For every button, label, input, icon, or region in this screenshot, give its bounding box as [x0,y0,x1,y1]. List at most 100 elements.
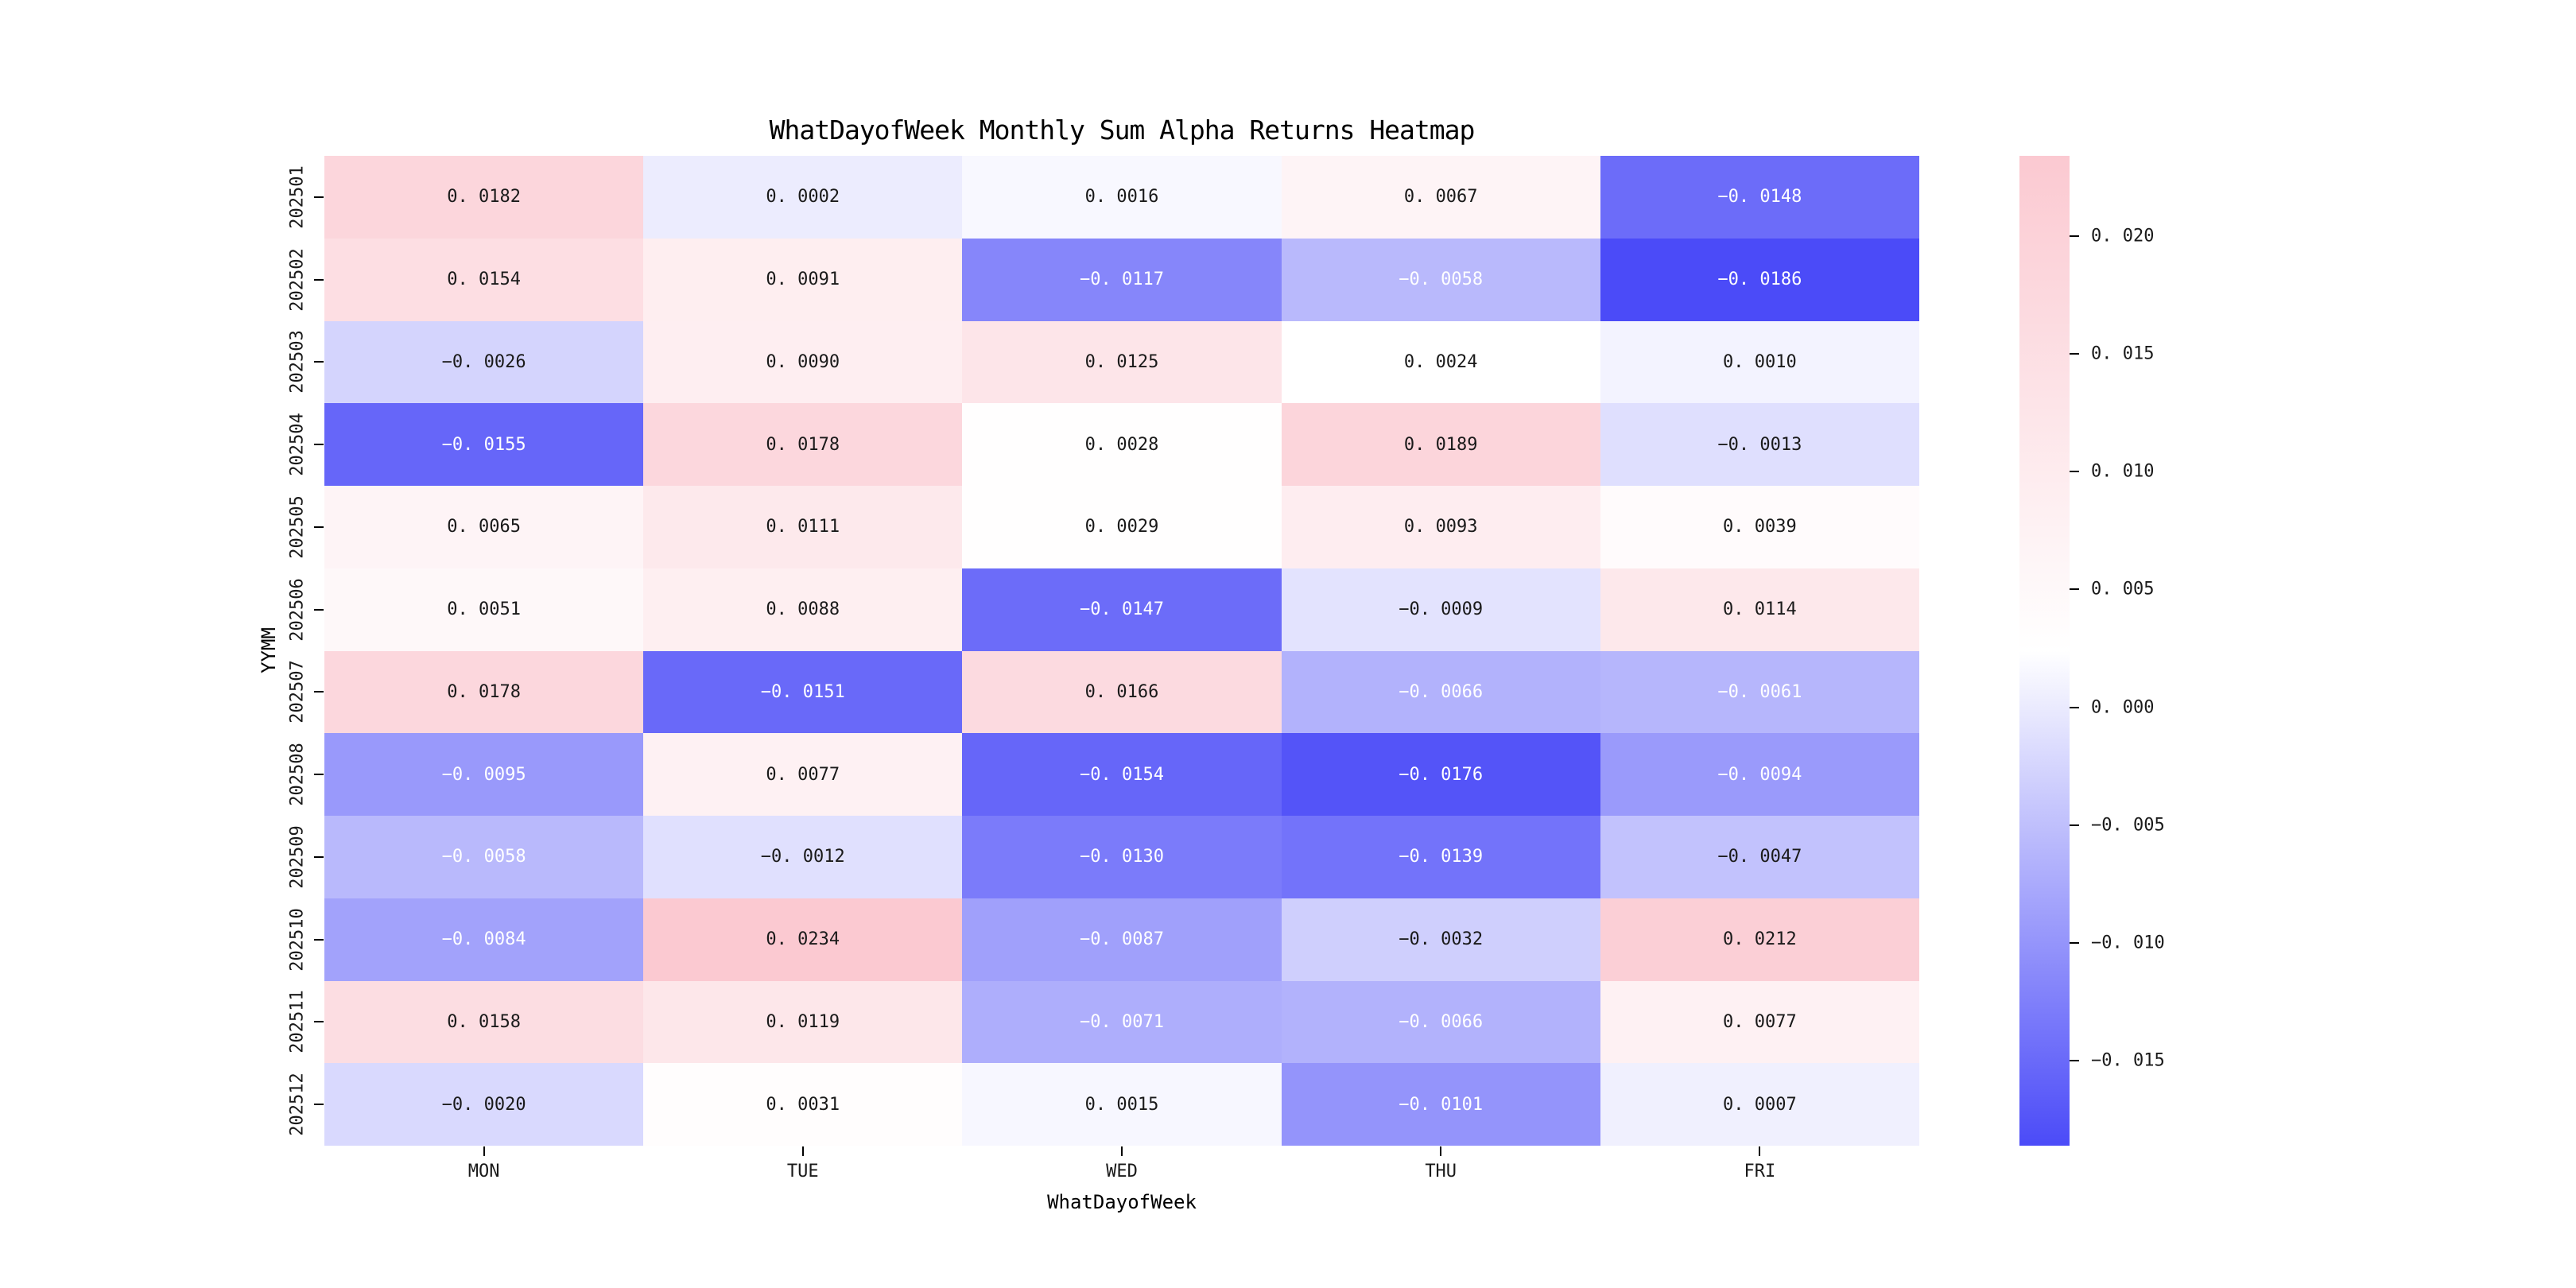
heatmap-cell: 0. 0051 [324,568,644,651]
y-tick-mark [314,855,324,858]
x-tick-mark [1759,1146,1761,1156]
x-tick-mark [801,1146,804,1156]
colorbar-tick-mark [2070,942,2079,945]
heatmap-cell: 0. 0028 [962,403,1282,486]
x-tick-label: MON [467,1162,500,1181]
heatmap-cell: 0. 0125 [962,320,1282,404]
heatmap-cell: 0. 0182 [324,156,644,239]
heatmap-cell: 0. 0065 [324,486,644,568]
y-tick-mark [314,938,324,941]
colorbar-tick-label: −0. 005 [2091,815,2165,836]
heatmap-cell: 0. 0189 [1281,403,1600,486]
heatmap-cell: −0. 0071 [962,980,1282,1064]
heatmap-cell: 0. 0111 [643,486,963,568]
y-tick-label: 202512 [287,1073,308,1136]
heatmap-cell: −0. 0154 [962,733,1282,816]
heatmap-cell: 0. 0002 [643,156,963,239]
colorbar-tick-label: 0. 010 [2091,461,2155,482]
y-tick-label: 202510 [287,907,308,972]
y-tick-mark [314,1021,324,1023]
colorbar-tick-mark [2070,353,2079,355]
y-tick-mark [314,1104,324,1106]
heatmap-cell: 0. 0091 [643,238,963,321]
colorbar-tick-label: 0. 020 [2091,226,2155,246]
colorbar-tick-label: 0. 015 [2091,343,2155,364]
heatmap-cell: 0. 0067 [1281,156,1600,239]
colorbar-tick-mark [2070,1060,2079,1062]
y-tick-label: 202508 [287,743,308,806]
heatmap-cell: −0. 0020 [324,1063,644,1146]
heatmap-cell: −0. 0032 [1281,898,1600,981]
heatmap-cell: −0. 0026 [324,320,644,404]
heatmap-cell: 0. 0031 [643,1063,963,1146]
heatmap-cell: 0. 0077 [1600,980,1919,1064]
heatmap-cell: 0. 0024 [1281,320,1600,404]
y-tick-label: 202501 [287,165,308,229]
heatmap-cell: 0. 0015 [962,1063,1282,1146]
x-tick-label: TUE [786,1162,819,1181]
y-tick-mark [314,774,324,776]
heatmap-cell: −0. 0087 [962,898,1282,981]
heatmap-cell: 0. 0154 [324,238,644,321]
x-axis-title: WhatDayofWeek [1047,1191,1197,1213]
heatmap-cell: 0. 0016 [962,156,1282,239]
heatmap-cell: 0. 0166 [962,650,1282,734]
heatmap-cell: −0. 0012 [643,816,963,898]
heatmap-cell: 0. 0010 [1600,320,1919,404]
heatmap-cell: −0. 0058 [1281,238,1600,321]
y-tick-mark [314,278,324,281]
y-tick-mark [314,691,324,693]
x-tick-label: FRI [1744,1162,1776,1181]
heatmap-cell: −0. 0047 [1600,816,1919,898]
y-axis-title: YYMM [258,627,280,673]
y-tick-mark [314,361,324,363]
heatmap-cell: −0. 0130 [962,816,1282,898]
y-tick-label: 202505 [287,495,308,559]
heatmap-cell: −0. 0176 [1281,733,1600,816]
heatmap-cell: −0. 0061 [1600,650,1919,734]
heatmap-cell: 0. 0029 [962,486,1282,568]
heatmap-grid: 0. 0182 0. 0002 0. 0016 0. 0067 −0. 0148 0. 0… [324,156,1919,1146]
heatmap-cell: −0. 0066 [1281,650,1600,734]
colorbar-tick-label: 0. 000 [2091,697,2155,718]
y-tick-label: 202506 [287,577,308,642]
heatmap-cell: 0. 0007 [1600,1063,1919,1146]
x-tick-mark [1121,1146,1123,1156]
heatmap-cell: 0. 0158 [324,980,644,1064]
x-tick-label: THU [1425,1162,1457,1181]
heatmap-cell: −0. 0009 [1281,568,1600,651]
heatmap-cell: 0. 0114 [1600,568,1919,651]
y-tick-label: 202509 [287,825,308,889]
colorbar-gradient [2019,156,2070,1146]
heatmap-cell: −0. 0147 [962,568,1282,651]
y-tick-label: 202511 [287,990,308,1054]
heatmap-cell: −0. 0186 [1600,238,1919,321]
colorbar-tick-label: −0. 010 [2091,933,2165,953]
x-tick-mark [483,1146,485,1156]
heatmap-cell: −0. 0058 [324,816,644,898]
heatmap-cell: −0. 0117 [962,238,1282,321]
y-tick-mark [314,196,324,198]
heatmap-cell: −0. 0148 [1600,156,1919,239]
heatmap-cell: 0. 0178 [643,403,963,486]
heatmap-cell: 0. 0212 [1600,898,1919,981]
colorbar-tick-label: −0. 015 [2091,1050,2165,1071]
heatmap-cell: 0. 0090 [643,320,963,404]
colorbar: 0. 020 0. 015 0. 010 0. 005 0. 000 −0. 005 −0.… [2019,156,2165,1146]
y-tick-label: 202502 [287,247,308,312]
heatmap-cell: −0. 0084 [324,898,644,981]
y-tick-label: 202503 [287,330,308,394]
heatmap-cell: 0. 0088 [643,568,963,651]
y-tick-mark [314,526,324,528]
y-tick-mark [314,444,324,446]
heatmap-cell: −0. 0155 [324,403,644,486]
heatmap-cell: 0. 0119 [643,980,963,1064]
colorbar-tick-mark [2070,588,2079,591]
colorbar-tick-mark [2070,706,2079,708]
heatmap-cell: 0. 0093 [1281,486,1600,568]
colorbar-tick-mark [2070,235,2079,237]
chart-title: WhatDayofWeek Monthly Sum Alpha Returns … [769,114,1476,145]
colorbar-tick-mark [2070,471,2079,473]
y-tick-label: 202507 [287,660,308,724]
